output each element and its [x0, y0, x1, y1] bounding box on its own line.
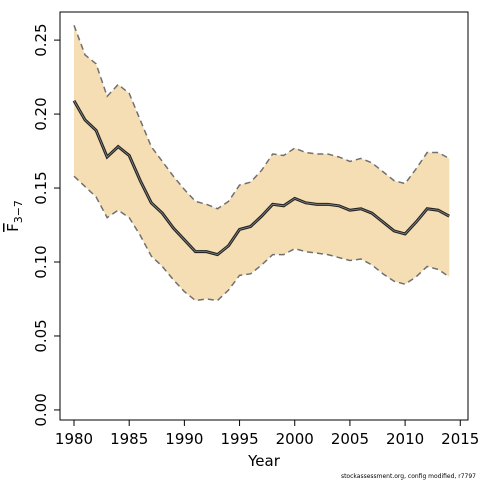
x-tick-label: 2005	[331, 430, 369, 448]
lower-bound	[73, 175, 450, 302]
plot-frame	[59, 11, 469, 421]
x-tick-label: 1995	[220, 430, 258, 448]
y-label-sub: 3−7	[12, 200, 25, 223]
estimate-line-core	[73, 100, 450, 256]
y-axis-label: F3−7	[4, 200, 25, 232]
x-tick-label: 2015	[441, 430, 479, 448]
x-axis-label: Year	[247, 452, 281, 470]
y-label-base: F	[4, 223, 22, 232]
y-tick-label: 0.00	[32, 393, 50, 426]
x-tick-label: 2010	[386, 430, 424, 448]
footnote: stockassessment.org, config modified, r7…	[341, 473, 476, 480]
y-tick-label: 0.05	[32, 319, 50, 352]
x-tick-label: 1980	[55, 430, 93, 448]
x-tick-label: 1990	[165, 430, 203, 448]
y-tick-label: 0.20	[32, 97, 50, 130]
x-tick-label: 1985	[110, 430, 148, 448]
y-tick-label: 0.25	[32, 23, 50, 56]
y-tick-label: 0.15	[32, 171, 50, 204]
upper-bound	[73, 25, 450, 210]
y-tick-label: 0.10	[32, 245, 50, 278]
confidence-band	[74, 25, 450, 301]
x-tick-label: 2000	[276, 430, 314, 448]
